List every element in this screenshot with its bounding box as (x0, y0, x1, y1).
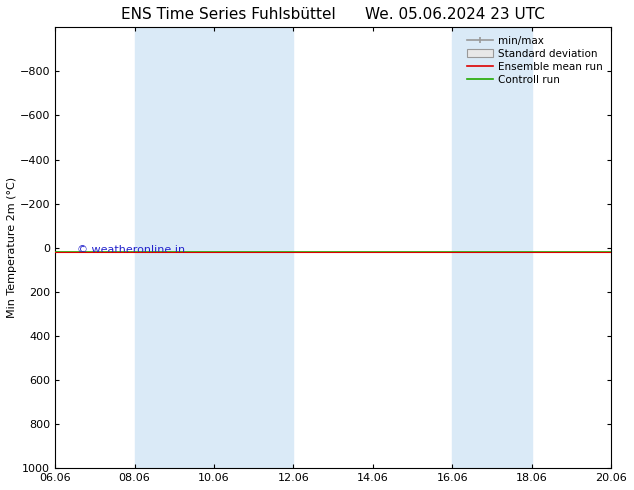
Title: ENS Time Series Fuhlsbüttel      We. 05.06.2024 23 UTC: ENS Time Series Fuhlsbüttel We. 05.06.20… (121, 7, 545, 22)
Y-axis label: Min Temperature 2m (°C): Min Temperature 2m (°C) (7, 177, 17, 318)
Legend: min/max, Standard deviation, Ensemble mean run, Controll run: min/max, Standard deviation, Ensemble me… (463, 32, 606, 88)
Bar (452, 27, 532, 468)
Text: © weatheronline.in: © weatheronline.in (77, 245, 186, 255)
Bar (134, 27, 294, 468)
